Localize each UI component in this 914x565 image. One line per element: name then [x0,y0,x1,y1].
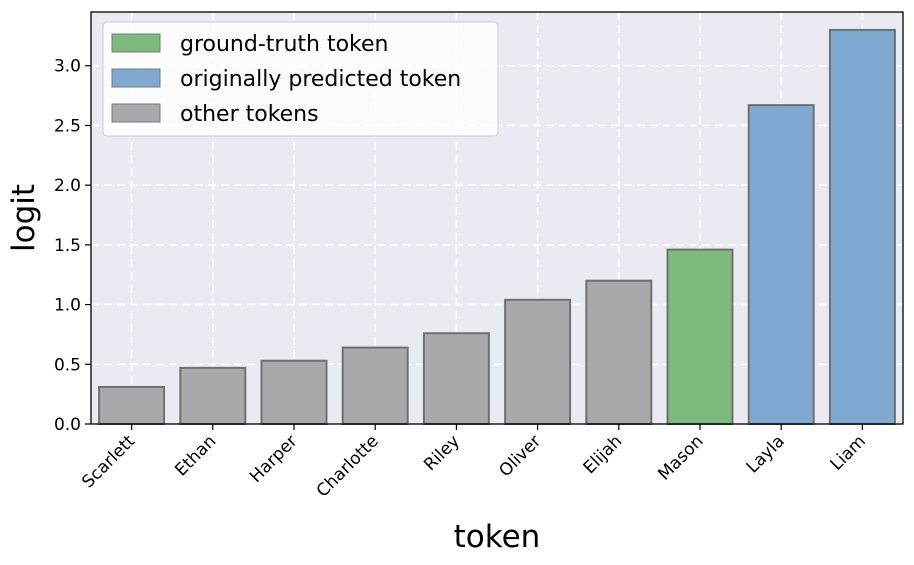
x-tick-label: Harper [246,431,301,486]
bar-scarlett [98,385,166,425]
bar-oliver [504,298,572,425]
x-axis-label: token [454,519,541,555]
bar-riley [422,332,490,425]
legend-swatch-ground-truth [111,33,161,53]
y-tick-label: 0.0 [54,415,81,435]
y-tick-label: 1.0 [54,296,81,316]
legend-swatch-other [111,103,161,123]
bar-liam [828,28,896,425]
plot-frame [90,11,904,425]
x-tick-label: Mason [654,431,707,484]
y-tick-label: 0.5 [54,355,81,375]
legend-label-other: other tokens [180,102,319,127]
x-tick-label: Charlotte [313,431,383,501]
bar-ethan [179,366,247,426]
x-axis: Scarlett Ethan Harper Charlotte Riley Oliver E… [78,424,870,501]
x-tick-label: Layla [743,431,789,477]
bars [98,28,896,426]
x-tick-label: Elijah [580,431,627,478]
y-tick-label: 2.5 [54,116,81,136]
y-axis: 0.0 0.5 1.0 1.5 2.0 2.5 3.0 [54,57,91,435]
legend-label-predicted: originally predicted token [180,67,461,92]
x-tick-label: Riley [420,431,464,475]
bar-elijah [585,279,653,425]
x-tick-label: Scarlett [78,431,139,492]
bar-harper [260,359,328,425]
y-axis-label: logit [6,184,42,252]
y-tick-label: 1.5 [54,236,81,256]
y-tick-label: 3.0 [54,57,81,77]
bar-charlotte [341,346,409,425]
legend: ground-truth token originally predicted … [102,21,499,137]
y-tick-label: 2.0 [54,176,81,196]
bar-layla [747,104,815,425]
legend-swatch-predicted [111,68,161,88]
bar-mason [666,248,734,425]
legend-label-ground-truth: ground-truth token [180,32,388,57]
x-tick-label: Liam [827,431,870,474]
x-tick-label: Ethan [171,431,220,480]
legend-box [102,21,499,137]
x-tick-label: Oliver [495,431,545,481]
